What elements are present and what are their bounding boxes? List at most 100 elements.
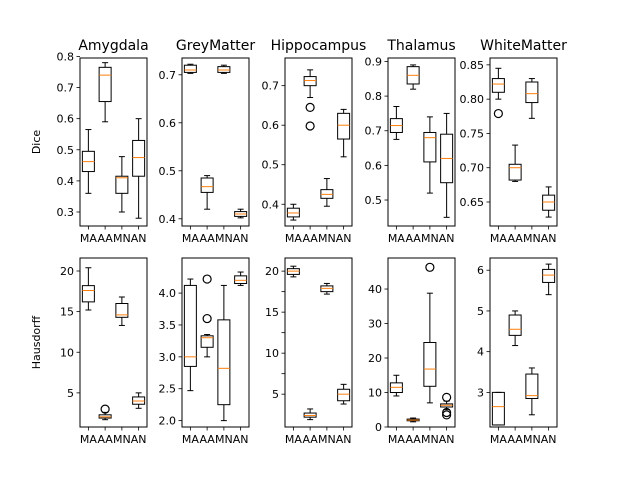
y-tick-label: 0.70: [460, 162, 485, 175]
y-tick-label: 0.3: [57, 206, 75, 219]
box-iqr: [303, 76, 317, 87]
y-tick-label: 5: [272, 388, 279, 401]
box-iqr: [200, 177, 214, 193]
subplot-panel: 0.3 0.4 0.5 0.6 0.7 0.8 MA AA MN AN Amygdala Dice: [30, 38, 149, 245]
x-tick-label: AN: [336, 232, 352, 245]
y-tick-label: 0.9: [365, 55, 383, 68]
outlier-point: [442, 410, 452, 420]
y-tick-label: 10: [368, 387, 382, 400]
x-tick-label: MA: [182, 232, 199, 245]
y-tick-label: 0.85: [460, 59, 485, 72]
outlier-point: [305, 102, 315, 113]
subplot-panel: 5 10 15 20 MA AA MN AN Hausdorff: [30, 257, 148, 446]
subplot-panel: 0.4 0.5 0.6 0.7 MA AA MN AN Hippocampus: [262, 38, 367, 245]
x-tick-label: MA: [285, 232, 302, 245]
x-tick-label: AA: [302, 232, 318, 245]
x-tick-label: MA: [490, 433, 507, 446]
x-tick-label: MA: [80, 433, 97, 446]
x-tick-label: MN: [215, 433, 233, 446]
y-tick-label: 0: [375, 421, 382, 434]
y-tick-label: 0.7: [262, 80, 280, 93]
axes-frame: [181, 257, 250, 428]
y-tick-label: 4: [477, 346, 484, 359]
y-tick-label: 2.5: [159, 383, 177, 396]
y-tick-label: 0.5: [365, 194, 383, 207]
box-iqr: [183, 64, 197, 73]
outlier-point: [100, 404, 110, 414]
axes-frame: [387, 57, 456, 227]
y-tick-label: 0.7: [159, 69, 177, 82]
box-iqr: [115, 175, 129, 194]
y-tick-label: 0.7: [365, 125, 383, 138]
y-tick-label: 0.8: [365, 90, 383, 103]
outlier-point: [442, 407, 452, 418]
outlier-point: [305, 121, 315, 131]
y-tick-label: 0.6: [365, 159, 383, 172]
y-tick-label: 0.80: [460, 93, 485, 106]
outlier-point: [202, 274, 212, 284]
x-tick-label: MA: [490, 232, 507, 245]
box-iqr: [234, 275, 248, 285]
x-tick-label: AN: [541, 232, 557, 245]
axes-frame: [387, 257, 456, 428]
y-tick-label: 0.65: [460, 196, 485, 209]
x-tick-label: AA: [199, 232, 215, 245]
x-tick-label: MN: [523, 232, 541, 245]
subplot-panel: 3 4 5 6 MA AA MN AN: [477, 257, 558, 446]
x-tick-label: AN: [541, 433, 557, 446]
x-tick-label: AN: [439, 433, 455, 446]
x-tick-label: MN: [318, 433, 336, 446]
box-iqr: [423, 131, 437, 163]
axes-frame: [284, 57, 353, 227]
x-tick-label: MN: [421, 232, 439, 245]
y-tick-label: 20: [60, 265, 74, 278]
box-iqr: [81, 285, 95, 303]
y-tick-label: 4.0: [159, 287, 177, 300]
subplot-panel: 2.0 2.5 3.0 3.5 4.0 MA AA MN AN: [159, 257, 250, 446]
x-tick-label: AA: [507, 232, 523, 245]
subplot-title: Amygdala: [78, 38, 148, 54]
y-tick-label: 10: [265, 347, 279, 360]
y-tick-label: 20: [265, 265, 279, 278]
outlier-point: [425, 262, 435, 272]
y-tick-label: 0.4: [262, 198, 280, 211]
y-tick-label: 3.0: [159, 351, 177, 364]
y-tick-label: 2.0: [159, 415, 177, 428]
y-axis-label: Hausdorff: [30, 315, 43, 369]
x-tick-label: AA: [507, 433, 523, 446]
x-tick-label: AN: [233, 232, 249, 245]
x-tick-label: MN: [421, 433, 439, 446]
outlier-point: [202, 313, 212, 324]
x-tick-label: MN: [523, 433, 541, 446]
x-tick-label: AA: [302, 433, 318, 446]
subplot-title: GreyMatter: [176, 38, 255, 54]
y-tick-label: 0.7: [57, 82, 75, 95]
x-tick-label: MN: [215, 232, 233, 245]
y-tick-label: 0.75: [460, 127, 485, 140]
subplot-title: Hippocampus: [271, 38, 367, 54]
x-tick-label: AA: [97, 433, 113, 446]
box-iqr: [542, 268, 556, 283]
y-tick-label: 0.5: [159, 165, 177, 178]
outlier-point: [442, 392, 452, 402]
y-tick-label: 0.5: [57, 144, 75, 157]
x-tick-label: MA: [80, 232, 97, 245]
y-tick-label: 6: [477, 264, 484, 277]
box-iqr: [132, 139, 146, 177]
box-iqr: [183, 284, 197, 367]
y-tick-label: 0.4: [159, 213, 177, 226]
x-tick-label: MN: [113, 232, 131, 245]
y-tick-label: 10: [60, 346, 74, 359]
axes-frame: [79, 257, 148, 428]
y-tick-label: 15: [60, 306, 74, 319]
y-tick-label: 30: [368, 318, 382, 331]
box-iqr: [337, 112, 351, 140]
y-tick-label: 3: [477, 386, 484, 399]
y-tick-label: 0.6: [159, 117, 177, 130]
axes-frame: [489, 257, 558, 428]
x-tick-label: MN: [318, 232, 336, 245]
box-iqr: [525, 81, 539, 104]
x-tick-label: MA: [182, 433, 199, 446]
box-iqr: [115, 303, 129, 318]
subplot-panel: 5 10 15 20 MA AA MN AN: [265, 257, 353, 446]
